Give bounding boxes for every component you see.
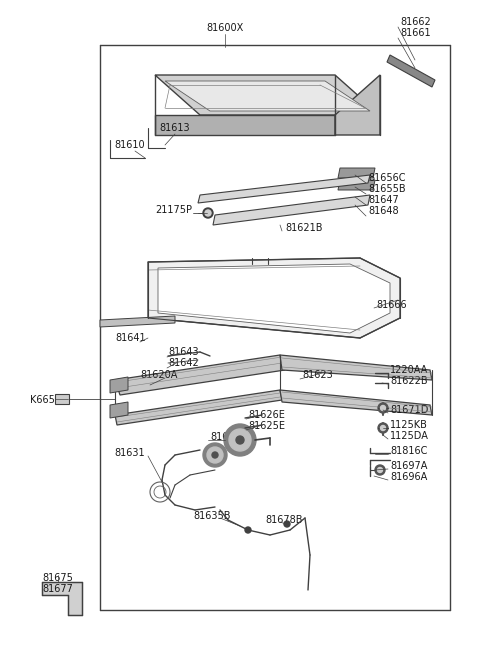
Polygon shape	[115, 390, 282, 425]
Polygon shape	[387, 55, 435, 87]
Text: 81610: 81610	[115, 140, 145, 150]
Text: 81678B: 81678B	[265, 515, 302, 525]
Bar	[55, 394, 69, 404]
Circle shape	[377, 468, 383, 472]
Text: 81621B: 81621B	[285, 223, 323, 233]
Text: 81648: 81648	[368, 206, 398, 216]
Text: 1125DA: 1125DA	[390, 431, 429, 441]
Text: 81671D: 81671D	[390, 405, 428, 415]
Polygon shape	[110, 402, 128, 418]
Circle shape	[375, 465, 385, 475]
Text: 81655B: 81655B	[368, 184, 406, 194]
Text: 81620A: 81620A	[140, 370, 178, 380]
Text: 81600X: 81600X	[206, 23, 244, 33]
Circle shape	[245, 527, 251, 533]
Text: 81631: 81631	[115, 448, 145, 458]
Text: 81647: 81647	[368, 195, 399, 205]
Polygon shape	[198, 175, 370, 203]
Circle shape	[381, 405, 385, 411]
Polygon shape	[165, 81, 370, 111]
Polygon shape	[155, 75, 380, 115]
Text: 1125KB: 1125KB	[390, 420, 428, 430]
Circle shape	[381, 426, 385, 430]
Polygon shape	[100, 316, 175, 327]
Text: 21175P: 21175P	[155, 205, 192, 215]
Text: 81677: 81677	[42, 584, 73, 594]
Text: K6657K: K6657K	[30, 395, 68, 405]
Text: 81675: 81675	[42, 573, 73, 583]
Text: 81613: 81613	[160, 123, 190, 133]
Circle shape	[378, 423, 388, 433]
Circle shape	[378, 403, 388, 413]
Polygon shape	[155, 115, 335, 135]
Text: 81661: 81661	[400, 28, 431, 38]
Text: 81641: 81641	[115, 333, 145, 343]
Circle shape	[207, 447, 223, 463]
Text: 81656C: 81656C	[368, 173, 406, 183]
Circle shape	[229, 429, 251, 451]
Circle shape	[203, 443, 227, 467]
Text: 81642: 81642	[168, 358, 199, 368]
Text: 81662: 81662	[400, 17, 431, 27]
Polygon shape	[213, 195, 370, 225]
Circle shape	[284, 521, 290, 527]
Text: 81625E: 81625E	[248, 421, 285, 431]
Text: 81623: 81623	[302, 370, 333, 380]
Text: 81697A: 81697A	[390, 461, 427, 471]
Polygon shape	[280, 355, 432, 380]
Circle shape	[203, 208, 213, 218]
Circle shape	[212, 452, 218, 458]
Text: 1220AA: 1220AA	[390, 365, 428, 375]
Polygon shape	[338, 180, 375, 190]
Polygon shape	[115, 355, 285, 395]
Polygon shape	[280, 390, 432, 415]
Polygon shape	[110, 377, 128, 393]
Circle shape	[236, 436, 244, 444]
Polygon shape	[158, 264, 390, 333]
Text: 81666: 81666	[376, 300, 407, 310]
Text: 81626E: 81626E	[248, 410, 285, 420]
Text: 81622B: 81622B	[390, 376, 428, 386]
Circle shape	[205, 210, 211, 216]
Text: 81696A: 81696A	[390, 472, 427, 482]
Text: 81816C: 81816C	[390, 446, 427, 456]
Polygon shape	[148, 258, 400, 338]
Polygon shape	[42, 582, 82, 615]
Text: 81643: 81643	[168, 347, 199, 357]
Polygon shape	[338, 168, 375, 178]
Polygon shape	[335, 75, 380, 135]
Text: 81617A: 81617A	[210, 432, 247, 442]
Circle shape	[224, 424, 256, 456]
Text: 81635B: 81635B	[193, 511, 230, 521]
